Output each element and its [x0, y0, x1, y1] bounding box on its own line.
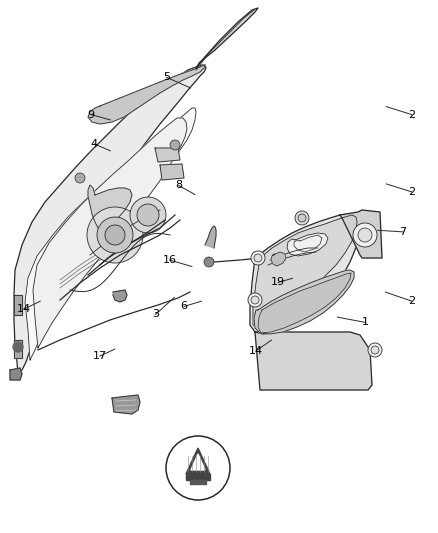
- Text: 2: 2: [408, 187, 415, 197]
- Polygon shape: [186, 474, 210, 480]
- Polygon shape: [88, 185, 132, 230]
- Circle shape: [251, 296, 259, 304]
- Text: 4: 4: [91, 139, 98, 149]
- Polygon shape: [191, 454, 205, 470]
- Polygon shape: [253, 215, 357, 327]
- Polygon shape: [254, 270, 354, 334]
- Circle shape: [97, 217, 133, 253]
- Circle shape: [254, 254, 262, 262]
- Polygon shape: [33, 118, 187, 348]
- Text: 16: 16: [163, 255, 177, 265]
- Text: 19: 19: [271, 278, 285, 287]
- Polygon shape: [190, 480, 206, 484]
- Polygon shape: [25, 108, 196, 360]
- Circle shape: [251, 251, 265, 265]
- Text: 14: 14: [17, 304, 31, 314]
- Text: 3: 3: [152, 310, 159, 319]
- Polygon shape: [186, 448, 210, 474]
- Text: 5: 5: [163, 72, 170, 82]
- Polygon shape: [196, 8, 258, 68]
- Circle shape: [75, 173, 85, 183]
- Polygon shape: [205, 226, 216, 248]
- Polygon shape: [112, 395, 140, 414]
- Circle shape: [358, 228, 372, 242]
- Text: 8: 8: [175, 181, 182, 190]
- Polygon shape: [340, 210, 382, 258]
- Text: 2: 2: [408, 296, 415, 306]
- Circle shape: [137, 204, 159, 226]
- Polygon shape: [255, 332, 372, 390]
- Polygon shape: [271, 252, 286, 266]
- Circle shape: [295, 211, 309, 225]
- Polygon shape: [14, 295, 22, 315]
- Circle shape: [105, 225, 125, 245]
- Text: 9: 9: [88, 110, 95, 119]
- Polygon shape: [113, 290, 127, 302]
- Circle shape: [170, 140, 180, 150]
- Text: 17: 17: [93, 351, 107, 361]
- Polygon shape: [287, 233, 328, 256]
- Polygon shape: [14, 65, 206, 375]
- Text: 7: 7: [399, 227, 406, 237]
- Circle shape: [371, 346, 379, 354]
- Circle shape: [248, 293, 262, 307]
- Polygon shape: [258, 273, 351, 333]
- Text: 2: 2: [408, 110, 415, 119]
- Circle shape: [298, 214, 306, 222]
- Polygon shape: [88, 65, 205, 124]
- Polygon shape: [250, 214, 360, 334]
- Circle shape: [166, 436, 230, 500]
- Circle shape: [368, 343, 382, 357]
- Polygon shape: [14, 340, 22, 358]
- Circle shape: [87, 207, 143, 263]
- Circle shape: [13, 342, 23, 352]
- Polygon shape: [155, 148, 180, 162]
- Polygon shape: [10, 368, 22, 380]
- Circle shape: [130, 197, 166, 233]
- Polygon shape: [160, 164, 184, 180]
- Text: 14: 14: [249, 346, 263, 356]
- Circle shape: [353, 223, 377, 247]
- Text: 6: 6: [180, 302, 187, 311]
- Text: 1: 1: [362, 318, 369, 327]
- Circle shape: [204, 257, 214, 267]
